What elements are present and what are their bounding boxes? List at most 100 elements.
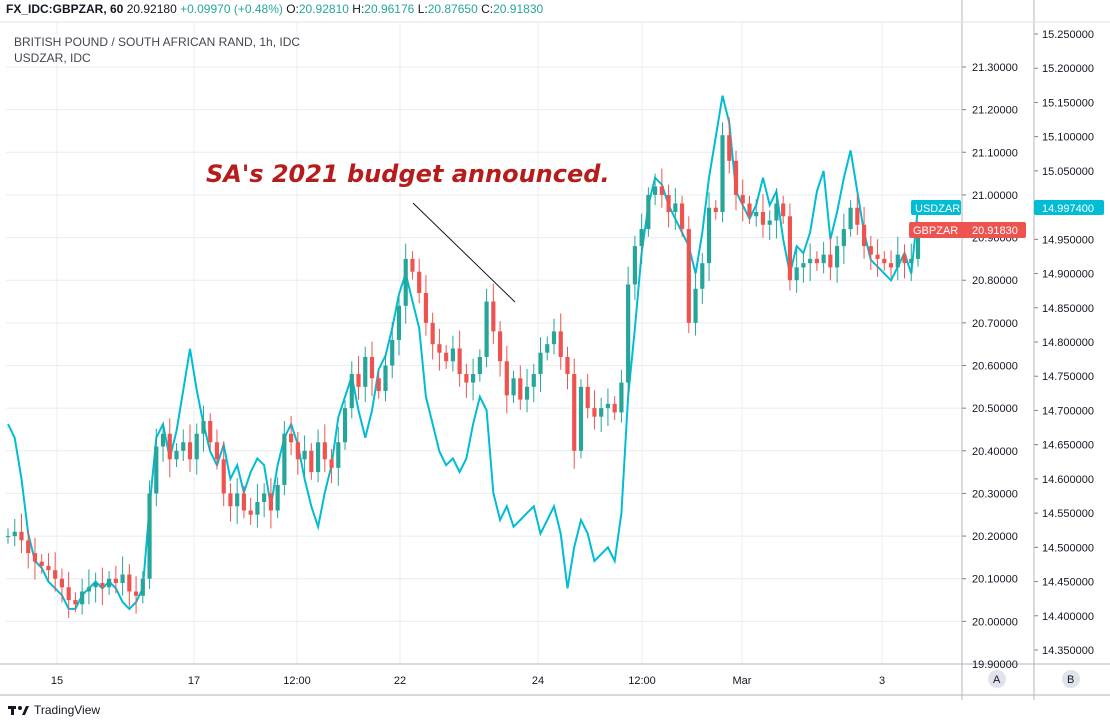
gbpzar-candle[interactable] xyxy=(450,335,455,372)
gbpzar-candle[interactable] xyxy=(875,239,880,277)
gbpzar-candle[interactable] xyxy=(754,199,759,227)
gbpzar-candle[interactable] xyxy=(841,213,846,265)
gbpzar-candle[interactable] xyxy=(888,250,894,278)
gbpzar-candle[interactable] xyxy=(53,552,58,592)
usdzar-line[interactable] xyxy=(7,95,919,611)
gbpzar-candle[interactable] xyxy=(417,258,422,304)
gbpzar-candle[interactable] xyxy=(551,318,557,355)
symbol-name[interactable]: FX_IDC:GBPZAR, 60 xyxy=(6,2,124,16)
gbpzar-candle[interactable] xyxy=(5,528,11,544)
gbpzar-candle[interactable] xyxy=(363,346,368,403)
gbpzar-candle[interactable] xyxy=(262,483,267,518)
gbpzar-candle[interactable] xyxy=(208,413,213,450)
gbpzar-candle[interactable] xyxy=(861,206,867,259)
gbpzar-candle[interactable] xyxy=(329,449,334,484)
gbpzar-candle[interactable] xyxy=(740,179,745,222)
gbpzar-candle[interactable] xyxy=(673,188,678,230)
gbpzar-candle[interactable] xyxy=(140,571,145,604)
gbpzar-candle[interactable] xyxy=(706,192,712,282)
gbpzar-candle[interactable] xyxy=(585,374,590,419)
gbpzar-candle[interactable] xyxy=(558,313,563,370)
gbpzar-candle[interactable] xyxy=(882,251,887,271)
gbpzar-candle[interactable] xyxy=(808,243,813,282)
gbpzar-candle[interactable] xyxy=(167,418,172,478)
gbpzar-candle[interactable] xyxy=(221,441,226,507)
gbpzar-candle[interactable] xyxy=(801,252,806,283)
gbpzar-candle[interactable] xyxy=(733,150,739,211)
gbpzar-candle[interactable] xyxy=(814,251,819,271)
gbpzar-candle[interactable] xyxy=(787,203,793,291)
gbpzar-candle[interactable] xyxy=(133,576,139,614)
gbpzar-candle[interactable] xyxy=(275,477,280,519)
gbpzar-candle[interactable] xyxy=(545,336,550,361)
gbpzar-candle[interactable] xyxy=(32,537,38,580)
gbpzar-candle[interactable] xyxy=(26,530,31,569)
gbpzar-candle[interactable] xyxy=(336,426,341,486)
gbpzar-candle[interactable] xyxy=(794,249,799,294)
gbpzar-candle[interactable] xyxy=(430,312,435,360)
gbpzar-candle[interactable] xyxy=(902,244,907,279)
gbpzar-candle[interactable] xyxy=(93,572,98,603)
gbpzar-candle[interactable] xyxy=(821,241,826,274)
gbpzar-candle[interactable] xyxy=(464,363,469,398)
gbpzar-candle[interactable] xyxy=(848,200,853,237)
gbpzar-candle[interactable] xyxy=(700,252,705,305)
gbpzar-candle[interactable] xyxy=(626,266,631,396)
gbpzar-candle[interactable] xyxy=(437,328,442,371)
gbpzar-candle[interactable] xyxy=(895,236,900,281)
gbpzar-candle[interactable] xyxy=(390,322,395,379)
gbpzar-candle[interactable] xyxy=(383,352,388,402)
gbpzar-candle[interactable] xyxy=(376,370,381,399)
gbpzar-candle[interactable] xyxy=(289,415,294,456)
gbpzar-candle[interactable] xyxy=(781,195,786,224)
gbpzar-candle[interactable] xyxy=(653,173,658,206)
gbpzar-candle[interactable] xyxy=(713,200,718,220)
gbpzar-candle[interactable] xyxy=(504,345,509,414)
gbpzar-candle[interactable] xyxy=(423,275,429,336)
gbpzar-candle[interactable] xyxy=(491,283,496,345)
gbpzar-candle[interactable] xyxy=(255,484,260,528)
gbpzar-candle[interactable] xyxy=(538,337,543,392)
gbpzar-candle[interactable] xyxy=(639,213,644,265)
gbpzar-candle[interactable] xyxy=(605,388,611,427)
gbpzar-candle[interactable] xyxy=(248,497,253,525)
gbpzar-candle[interactable] xyxy=(201,405,206,452)
gbpzar-candle[interactable] xyxy=(679,195,685,237)
gbpzar-candle[interactable] xyxy=(868,235,873,270)
gbpzar-candle[interactable] xyxy=(511,370,516,404)
budget-annotation[interactable]: SA's 2021 budget announced. xyxy=(206,160,610,188)
gbpzar-candle[interactable] xyxy=(909,243,914,282)
gbpzar-candle[interactable] xyxy=(228,483,233,522)
gbpzar-candle[interactable] xyxy=(471,358,476,401)
compare-series-legend[interactable]: USDZAR, IDC xyxy=(14,51,91,65)
gbpzar-candle[interactable] xyxy=(120,556,125,596)
gbpzar-candle[interactable] xyxy=(46,553,51,581)
gbpzar-candle[interactable] xyxy=(214,429,220,470)
gbpzar-candle[interactable] xyxy=(592,390,597,430)
gbpzar-candle[interactable] xyxy=(578,379,584,459)
gbpzar-candle[interactable] xyxy=(80,578,85,615)
gbpzar-candle[interactable] xyxy=(59,568,65,603)
gbpzar-candle[interactable] xyxy=(174,443,179,467)
gbpzar-candle[interactable] xyxy=(19,513,24,554)
gbpzar-candle[interactable] xyxy=(767,210,772,241)
gbpzar-candle[interactable] xyxy=(497,321,503,377)
gbpzar-candle[interactable] xyxy=(282,420,287,496)
gbpzar-candle[interactable] xyxy=(187,424,193,473)
gbpzar-candle[interactable] xyxy=(565,346,570,390)
gbpzar-candle[interactable] xyxy=(356,356,361,400)
gbpzar-candle[interactable] xyxy=(572,358,577,469)
gbpzar-candle[interactable] xyxy=(524,368,530,413)
gbpzar-candle[interactable] xyxy=(241,485,247,519)
gbpzar-candle[interactable] xyxy=(100,567,105,606)
gbpzar-candle[interactable] xyxy=(693,270,698,336)
trendline[interactable] xyxy=(412,202,516,303)
gbpzar-candle[interactable] xyxy=(342,400,348,450)
gbpzar-candle[interactable] xyxy=(686,216,691,334)
gbpzar-candle[interactable] xyxy=(727,117,732,174)
gbpzar-candle[interactable] xyxy=(632,235,637,300)
gbpzar-candle[interactable] xyxy=(86,569,91,605)
gbpzar-candle[interactable] xyxy=(403,243,408,324)
gbpzar-candle[interactable] xyxy=(107,571,112,595)
